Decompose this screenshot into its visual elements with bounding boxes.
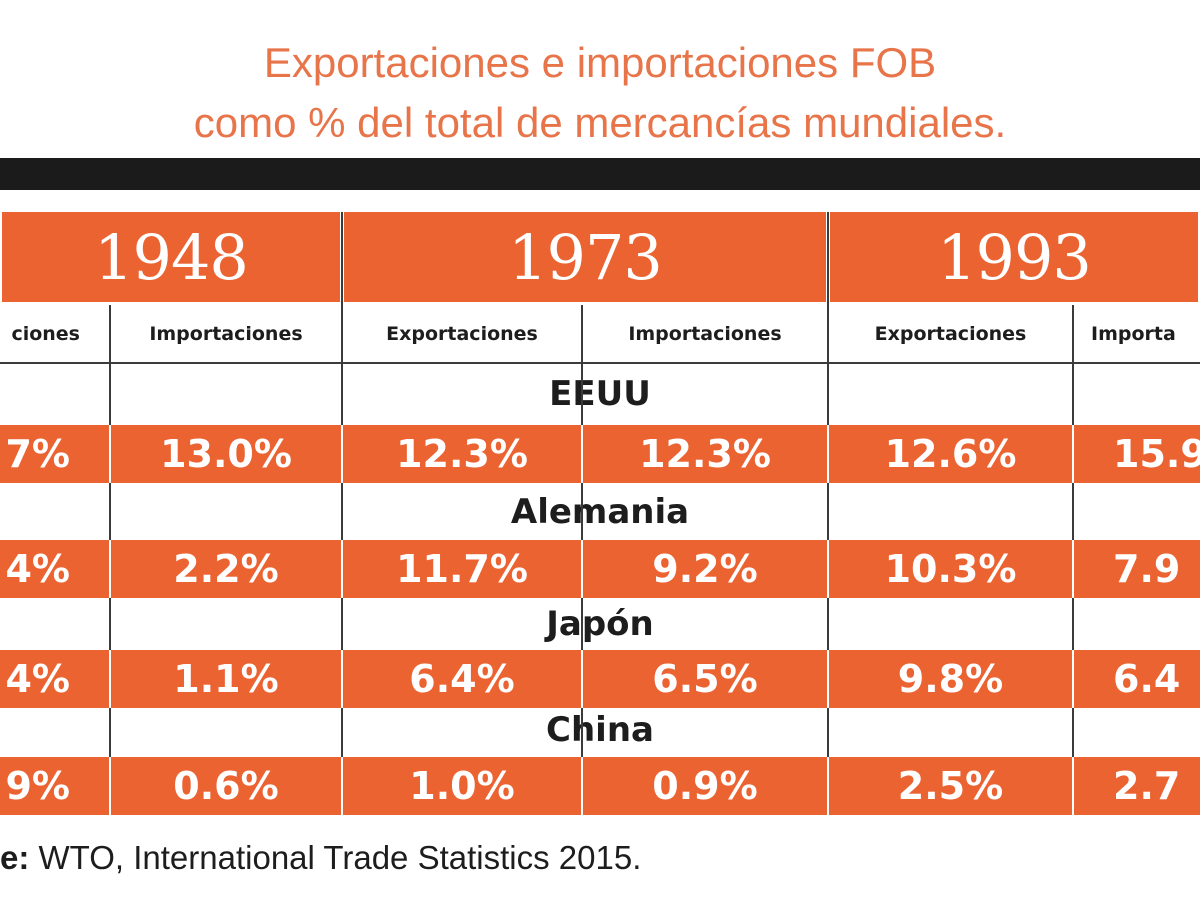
table-cell: 12.6% (884, 432, 1017, 476)
table-cell: 1.1% (173, 657, 279, 701)
country-label: China (546, 710, 654, 750)
table-cell: 7.9 (1113, 547, 1181, 591)
column-header: Exportaciones (874, 323, 1027, 345)
band-divider (581, 650, 583, 708)
source-text: WTO, International Trade Statistics 2015… (38, 839, 642, 876)
table-cell: 7% (5, 432, 70, 476)
table-cell: 9.2% (652, 547, 758, 591)
table-cell: 6.4% (409, 657, 515, 701)
table-cell: 9.8% (897, 657, 1004, 701)
row-band (0, 540, 1200, 598)
band-divider (341, 425, 343, 483)
band-divider (341, 650, 343, 708)
table-cell: 1.0% (409, 764, 515, 808)
column-header: ciones (11, 323, 80, 345)
table-cell: 12.3% (396, 432, 528, 476)
row-band (0, 425, 1200, 483)
column-header: Importaciones (628, 323, 782, 345)
column-header: Importa (1091, 323, 1176, 345)
year-header-1948: 1948 (2, 212, 340, 302)
table-cell: 0.9% (652, 764, 758, 808)
table-cell: 6.5% (652, 657, 758, 701)
band-divider (827, 540, 829, 598)
band-divider (109, 757, 111, 815)
band-divider (341, 540, 343, 598)
band-divider (581, 540, 583, 598)
band-divider (581, 757, 583, 815)
column-header: Importaciones (149, 323, 303, 345)
table-cell: 11.7% (396, 547, 528, 591)
source-note: e: WTO, International Trade Statistics 2… (0, 835, 641, 881)
year-header-1993: 1993 (830, 212, 1198, 302)
band-divider (109, 650, 111, 708)
band-divider (1072, 425, 1074, 483)
table-cell: 4% (5, 547, 70, 591)
row-band (0, 650, 1200, 708)
chart-title-line-2: como % del total de mercancías mundiales… (193, 99, 1007, 146)
column-divider (827, 212, 829, 815)
table-cell: 13.0% (160, 432, 292, 476)
table-cell: 9% (5, 764, 70, 808)
band-divider (827, 650, 829, 708)
band-divider (109, 540, 111, 598)
header-divider-bar (0, 158, 1200, 190)
table-cell: 0.6% (173, 764, 279, 808)
band-divider (109, 425, 111, 483)
country-label: Alemania (510, 492, 690, 532)
band-divider (1072, 757, 1074, 815)
band-divider (1072, 540, 1074, 598)
row-band (0, 757, 1200, 815)
band-divider (827, 757, 829, 815)
country-label: EEUU (549, 374, 651, 414)
table-cell: 12.3% (639, 432, 771, 476)
table-cell: 6.4 (1113, 657, 1181, 701)
table-cell: 10.3% (884, 547, 1017, 591)
column-header: Exportaciones (386, 323, 538, 345)
band-divider (1072, 650, 1074, 708)
header-rule (0, 362, 1200, 364)
table-cell: 15.9 (1113, 432, 1200, 476)
table-cell: 2.7 (1113, 764, 1181, 808)
band-divider (341, 757, 343, 815)
column-divider (341, 212, 343, 815)
table-cell: 4% (5, 657, 70, 701)
source-label: e: (0, 839, 30, 876)
table-cell: 2.2% (173, 547, 279, 591)
band-divider (827, 425, 829, 483)
table-cell: 2.5% (897, 764, 1004, 808)
band-divider (581, 425, 583, 483)
year-header-1973: 1973 (344, 212, 826, 302)
chart-title-line-1: Exportaciones e importaciones FOB (263, 39, 937, 86)
country-label: Japón (546, 604, 654, 644)
